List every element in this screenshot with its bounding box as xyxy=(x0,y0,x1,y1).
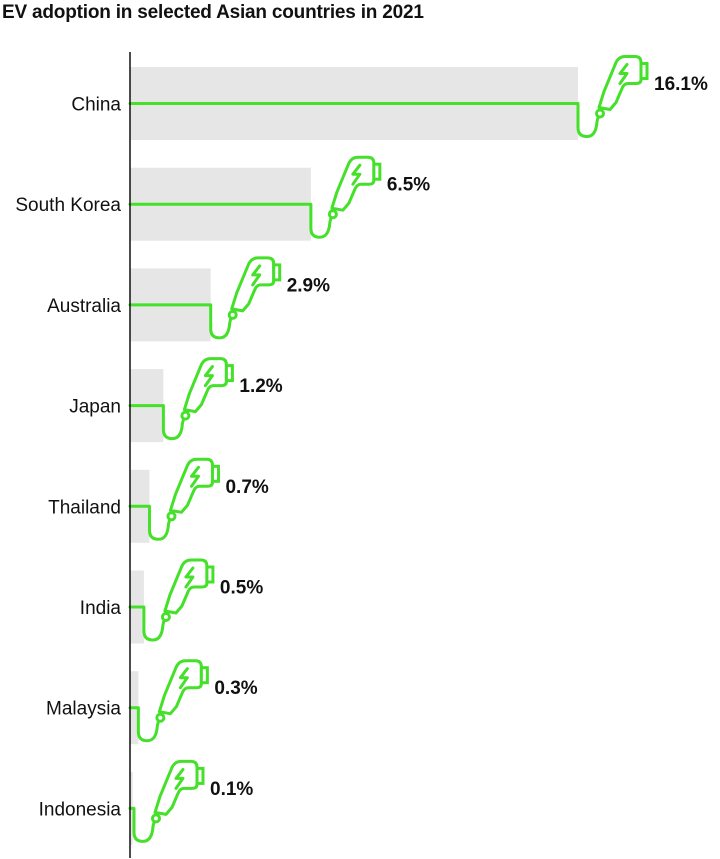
charger-cable xyxy=(128,504,172,541)
charger-cable xyxy=(128,303,234,340)
value-label: 6.5% xyxy=(387,175,430,196)
ev-charger-plug-icon xyxy=(227,256,282,320)
ev-charger-plug-icon xyxy=(180,357,234,421)
category-label: Australia xyxy=(47,296,121,317)
charger-cable xyxy=(128,605,167,642)
charger-icons xyxy=(128,55,649,843)
value-label: 0.7% xyxy=(225,477,268,498)
charger-cable xyxy=(128,706,161,743)
category-label: Malaysia xyxy=(46,699,121,720)
charger-cable xyxy=(128,404,186,441)
value-label: 0.5% xyxy=(220,578,263,599)
chart-title: EV adoption in selected Asian countries … xyxy=(2,2,424,23)
category-label: China xyxy=(71,95,121,116)
labels: China 16.1% South Korea 6.5% Australia 2.9% Ja… xyxy=(15,74,708,820)
charger-cable xyxy=(128,806,157,843)
value-label: 1.2% xyxy=(239,376,282,397)
ev-charger-plug-icon xyxy=(166,457,220,522)
category-label: Thailand xyxy=(48,497,121,518)
category-label: Japan xyxy=(69,397,121,418)
ev-charger-plug-icon xyxy=(327,155,382,220)
value-label: 16.1% xyxy=(654,74,708,95)
category-label: Indonesia xyxy=(39,799,122,820)
value-label: 0.3% xyxy=(214,678,257,699)
ev-charger-plug-icon xyxy=(160,558,215,622)
charger-cable xyxy=(128,102,601,138)
category-label: South Korea xyxy=(15,195,121,216)
value-label: 2.9% xyxy=(287,275,330,296)
value-label: 0.1% xyxy=(210,779,253,800)
category-label: India xyxy=(80,598,122,619)
ev-charger-plug-icon xyxy=(595,55,649,119)
ev-charger-plug-icon xyxy=(151,759,205,824)
ev-charger-plug-icon xyxy=(155,659,209,723)
charger-cable xyxy=(128,202,334,239)
